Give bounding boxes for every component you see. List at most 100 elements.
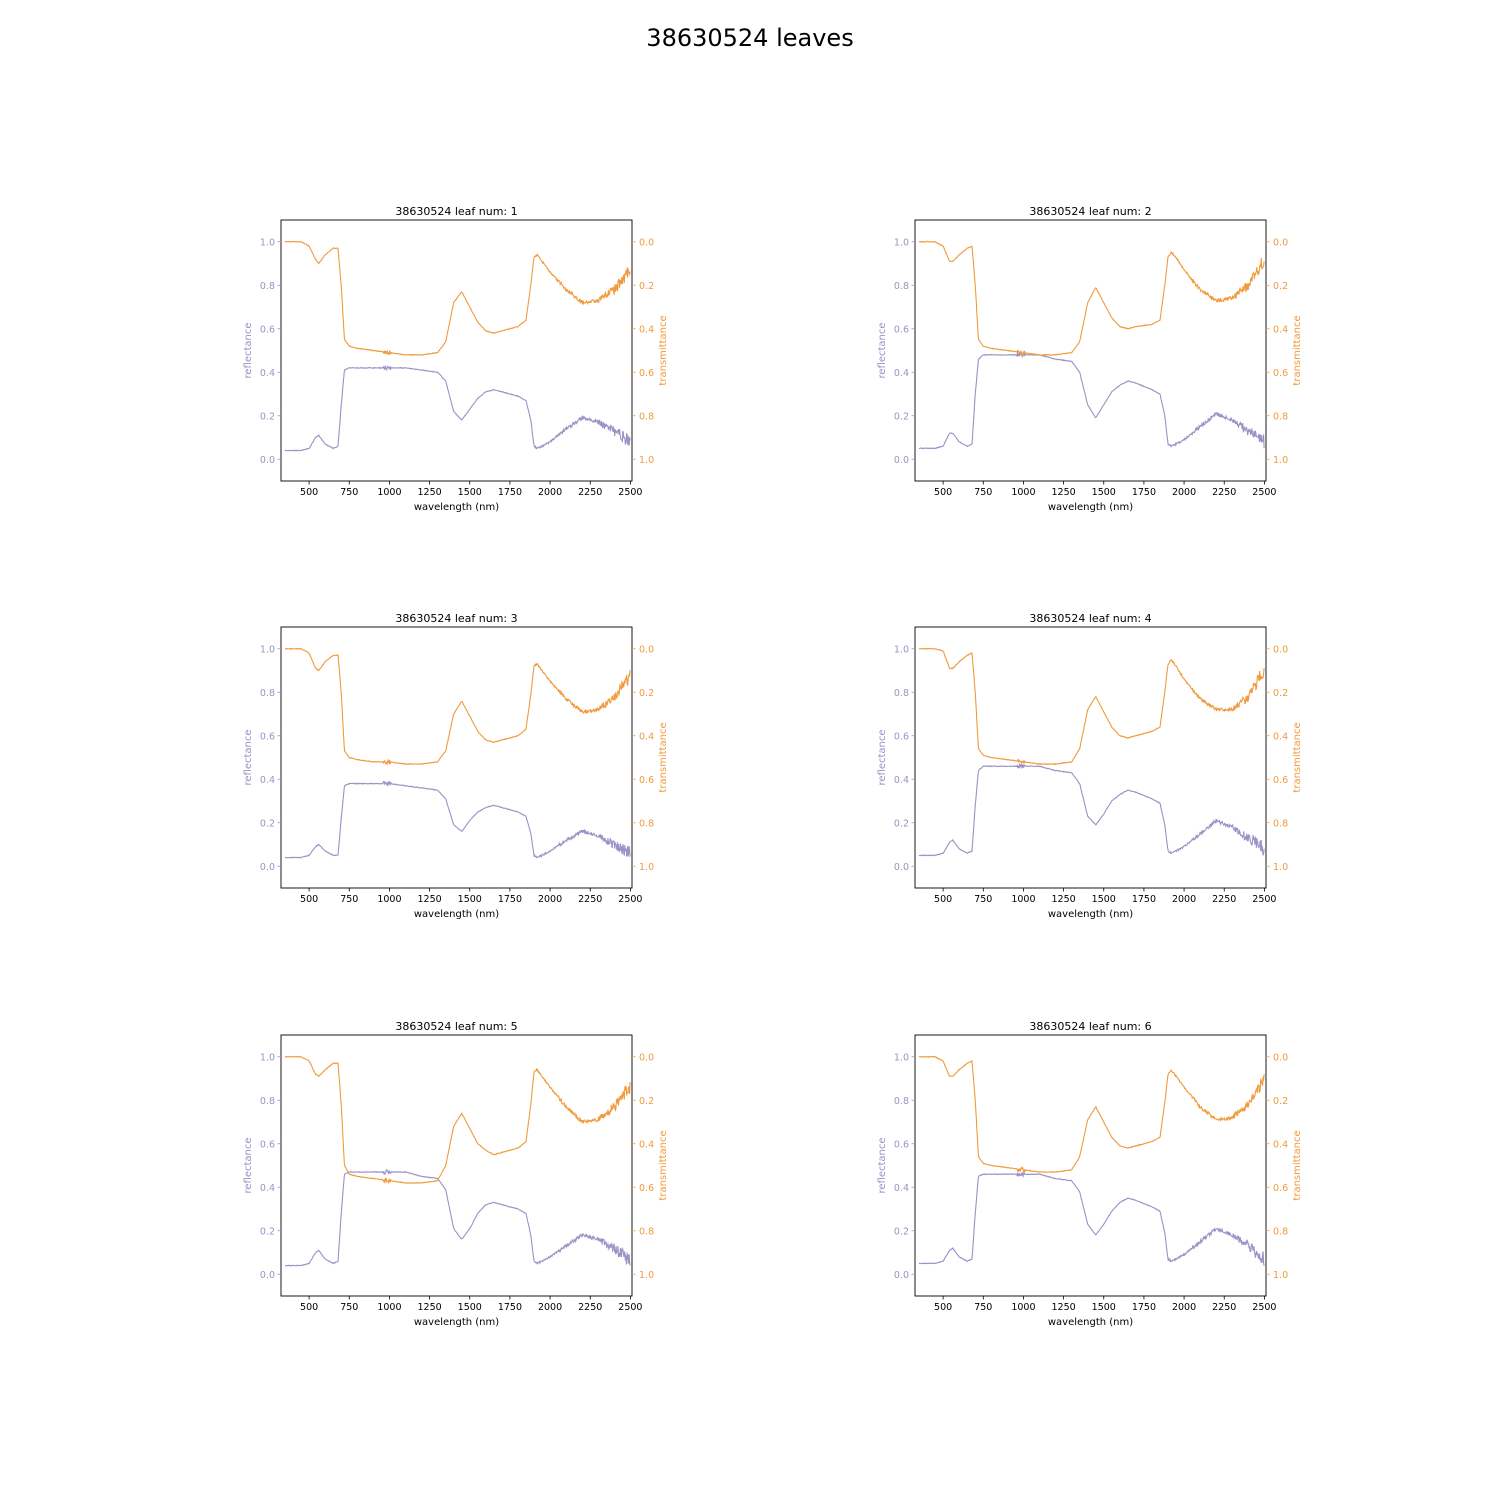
x-tick-label: 2500 (1252, 1302, 1276, 1313)
y-right-tick-label: 0.0 (639, 644, 654, 655)
reflectance-line (919, 1171, 1265, 1266)
x-tick-label: 2000 (1172, 894, 1196, 905)
y-right-tick-label: 0.0 (1273, 1052, 1288, 1063)
y-left-tick-label: 0.6 (894, 1139, 909, 1150)
y-left-tick-label: 0.8 (260, 281, 275, 292)
y-right-tick-label: 0.6 (1273, 1183, 1288, 1194)
reflectance-line (284, 364, 631, 452)
y-left-tick-label: 1.0 (894, 644, 909, 655)
x-tick-label: 1250 (417, 487, 441, 498)
x-tick-label: 500 (300, 1302, 318, 1313)
y-right-tick-label: 0.6 (1273, 368, 1288, 379)
y-right-tick-label: 0.8 (1273, 1226, 1288, 1237)
x-tick-label: 2500 (618, 894, 642, 905)
subplot-title: 38630524 leaf num: 4 (1029, 612, 1151, 625)
transmittance-line (918, 1055, 1265, 1174)
y-right-axis-label: transmittance (658, 1130, 669, 1200)
y-left-tick-label: 0.2 (894, 1226, 909, 1237)
y-left-axis-label: reflectance (877, 322, 888, 378)
y-left-axis-label: reflectance (243, 729, 254, 785)
y-left-tick-label: 1.0 (260, 237, 275, 248)
x-tick-label: 2250 (578, 487, 602, 498)
y-left-axis-label: reflectance (243, 322, 254, 378)
y-left-tick-label: 0.2 (894, 411, 909, 422)
x-axis-label: wavelength (nm) (1048, 909, 1133, 920)
figure-title: 38630524 leaves (646, 24, 854, 52)
y-right-tick-label: 0.0 (1273, 237, 1288, 248)
reflectance-line (918, 762, 1265, 857)
axes-frame (914, 626, 1267, 889)
y-right-tick-label: 0.0 (639, 1052, 654, 1063)
y-right-tick-label: 1.0 (639, 1270, 654, 1281)
y-left-tick-label: 0.8 (894, 688, 909, 699)
x-tick-label: 750 (340, 487, 358, 498)
y-left-tick-label: 0.2 (894, 818, 909, 829)
x-tick-label: 1500 (1092, 1302, 1116, 1313)
y-left-tick-label: 0.0 (260, 1270, 275, 1281)
transmittance-line (285, 647, 631, 766)
y-left-tick-label: 0.0 (260, 862, 275, 873)
x-tick-label: 2500 (618, 1302, 642, 1313)
y-right-tick-label: 1.0 (639, 862, 654, 873)
y-right-axis-label: transmittance (1292, 722, 1303, 792)
y-right-tick-label: 0.8 (639, 1226, 654, 1237)
x-tick-label: 750 (974, 1302, 992, 1313)
y-left-tick-label: 0.4 (894, 1183, 909, 1194)
transmittance-line (918, 647, 1265, 766)
subplot-6: 38630524 leaf num: 6 500 750 1000 1250 1500 17… (877, 1020, 1303, 1328)
transmittance-line (284, 1055, 631, 1184)
subplot-title: 38630524 leaf num: 6 (1029, 1020, 1151, 1033)
x-tick-label: 1750 (1132, 487, 1156, 498)
x-tick-label: 2250 (1212, 894, 1236, 905)
y-right-tick-label: 1.0 (1273, 1270, 1288, 1281)
y-left-tick-label: 0.4 (260, 368, 275, 379)
axes-frame (914, 1034, 1267, 1297)
subplot-2: 38630524 leaf num: 2 500 750 1000 1250 1500 17… (877, 205, 1303, 513)
y-left-tick-label: 0.6 (260, 324, 275, 335)
y-left-tick-label: 0.0 (260, 455, 275, 466)
x-tick-label: 1750 (498, 1302, 522, 1313)
x-tick-label: 500 (934, 1302, 952, 1313)
x-tick-label: 1000 (377, 487, 401, 498)
y-right-axis-label: transmittance (1292, 315, 1303, 385)
axes-frame (280, 1034, 633, 1297)
reflectance-line (919, 350, 1265, 450)
x-tick-label: 2250 (578, 894, 602, 905)
y-right-tick-label: 0.8 (1273, 411, 1288, 422)
y-right-tick-label: 0.4 (1273, 324, 1288, 335)
x-tick-label: 2000 (538, 894, 562, 905)
y-left-tick-label: 0.2 (260, 1226, 275, 1237)
x-tick-label: 1500 (1092, 894, 1116, 905)
x-tick-label: 1250 (1051, 487, 1075, 498)
subplot-title: 38630524 leaf num: 3 (395, 612, 517, 625)
x-tick-label: 2000 (1172, 487, 1196, 498)
y-right-tick-label: 0.2 (639, 688, 654, 699)
y-left-tick-label: 1.0 (894, 237, 909, 248)
y-right-axis-label: transmittance (658, 722, 669, 792)
y-right-tick-label: 0.8 (1273, 818, 1288, 829)
subplot-3: 38630524 leaf num: 3 500 750 1000 1250 1500 17… (243, 612, 669, 920)
subplot-4: 38630524 leaf num: 4 500 750 1000 1250 1500 17… (877, 612, 1303, 920)
transmittance-line (918, 240, 1265, 356)
x-tick-label: 2000 (538, 1302, 562, 1313)
y-left-tick-label: 0.2 (260, 818, 275, 829)
y-left-tick-label: 0.0 (894, 862, 909, 873)
y-right-tick-label: 0.2 (1273, 1096, 1288, 1107)
y-right-tick-label: 0.6 (639, 1183, 654, 1194)
y-left-tick-label: 1.0 (894, 1052, 909, 1063)
y-left-tick-label: 0.6 (260, 731, 275, 742)
y-right-axis-label: transmittance (1292, 1130, 1303, 1200)
x-tick-label: 1500 (458, 487, 482, 498)
x-tick-label: 1000 (1011, 894, 1035, 905)
reflectance-line (284, 780, 631, 859)
x-tick-label: 1250 (417, 894, 441, 905)
y-right-tick-label: 0.2 (639, 1096, 654, 1107)
y-left-tick-label: 0.8 (260, 688, 275, 699)
y-left-tick-label: 1.0 (260, 1052, 275, 1063)
y-left-tick-label: 0.8 (260, 1096, 275, 1107)
y-left-tick-label: 0.6 (260, 1139, 275, 1150)
x-axis-label: wavelength (nm) (1048, 1317, 1133, 1328)
x-tick-label: 2000 (538, 487, 562, 498)
x-tick-label: 500 (934, 487, 952, 498)
